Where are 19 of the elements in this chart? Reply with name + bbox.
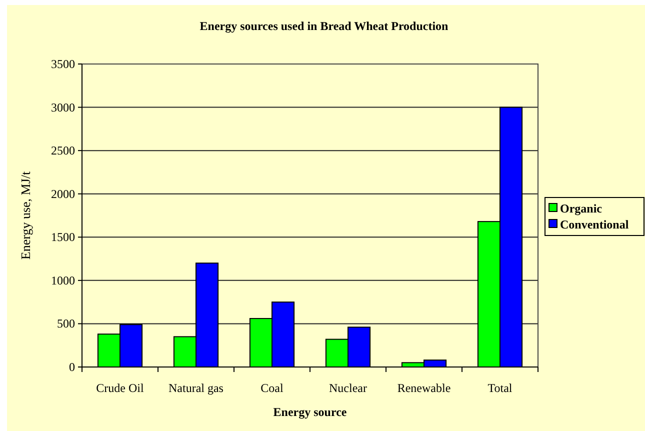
x-tick-label: Total	[488, 381, 513, 395]
x-tick-label: Crude Oil	[96, 381, 144, 395]
x-tick-label: Nuclear	[329, 381, 367, 395]
legend-label: Conventional	[560, 218, 630, 232]
y-axis-title: Energy use, MJ/t	[18, 171, 33, 260]
y-tick-label: 0	[69, 360, 75, 374]
x-tick-label: Natural gas	[168, 381, 224, 395]
legend-label: Organic	[560, 202, 603, 216]
y-tick-label: 3000	[51, 100, 75, 114]
x-axis-title: Energy source	[273, 405, 348, 419]
y-tick-label: 3500	[51, 57, 75, 71]
y-tick-label: 500	[57, 316, 75, 331]
y-tick-label: 1500	[51, 230, 75, 244]
chart-title: Energy sources used in Bread Wheat Production	[200, 19, 449, 33]
x-tick-label: Coal	[260, 381, 284, 395]
y-tick-label: 1000	[51, 273, 75, 288]
x-tick-label: Renewable	[397, 381, 451, 395]
y-tick-label: 2000	[51, 186, 75, 201]
y-tick-label: 2500	[51, 144, 75, 158]
